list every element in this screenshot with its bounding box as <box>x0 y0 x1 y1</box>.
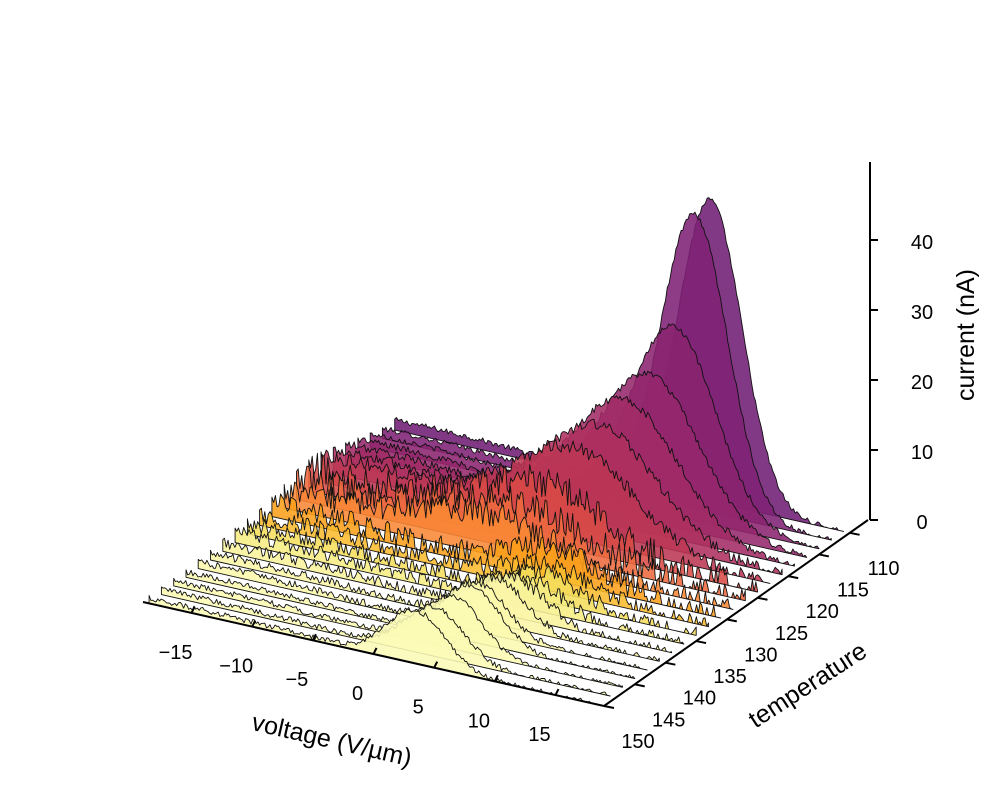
temperature-tick-label: 110 <box>868 558 900 580</box>
current-tick-label: 20 <box>911 372 933 394</box>
current-tick-label: 0 <box>916 512 927 534</box>
temperature-tick-label: 115 <box>837 579 869 601</box>
voltage-tick-mark <box>190 606 196 614</box>
voltage-axis-label: voltage (V/µm) <box>249 708 414 772</box>
temperature-tick-label: 130 <box>744 644 777 666</box>
voltage-tick-label: −10 <box>219 656 253 678</box>
voltage-tick-mark <box>433 661 439 669</box>
temperature-tick-mark <box>849 531 860 536</box>
temperature-tick-mark <box>726 618 737 623</box>
voltage-tick-label: −5 <box>285 669 308 691</box>
voltage-tick-label: 15 <box>528 724 550 746</box>
temperature-tick-label: 140 <box>683 688 716 710</box>
current-tick-label: 30 <box>911 302 933 324</box>
voltage-tick-label: 5 <box>413 697 424 719</box>
temperature-tick-label: 125 <box>775 623 808 645</box>
temperature-tick-label: 120 <box>806 601 839 623</box>
temperature-tick-mark <box>788 575 799 580</box>
voltage-axis-line <box>142 601 605 707</box>
voltage-tick-mark <box>554 688 560 696</box>
current-tick-label: 40 <box>911 232 933 254</box>
temperature-tick-mark <box>695 640 707 645</box>
temperature-tick-label: 150 <box>621 731 654 753</box>
temperature-axis-line <box>603 519 869 707</box>
current-axis: 0 10 20 30 40 current (nA) <box>869 162 980 534</box>
voltage-tick-mark <box>493 674 499 682</box>
ridge-series-132 <box>259 507 709 628</box>
voltage-tick-label: −15 <box>159 642 193 664</box>
voltage-tick-label: 10 <box>468 710 490 732</box>
temperature-tick-mark <box>634 683 645 688</box>
voltage-tick-label: 0 <box>352 683 363 705</box>
voltage-tick-mark <box>311 633 317 641</box>
ridge-series-130 <box>271 493 722 619</box>
current-axis-label: current (nA) <box>952 269 980 401</box>
temperature-tick-mark <box>603 705 615 709</box>
voltage-tick-mark <box>372 647 378 655</box>
temperature-tick-mark <box>818 553 830 558</box>
ridges-layer <box>148 197 844 706</box>
temperature-tick-label: 145 <box>652 709 685 731</box>
ridge-series-128 <box>283 481 734 610</box>
current-tick-label: 10 <box>911 442 933 464</box>
temperature-tick-mark <box>757 596 768 601</box>
voltage-tick-mark <box>251 620 257 627</box>
temperature-tick-label: 135 <box>713 666 746 688</box>
temperature-tick-mark <box>665 661 676 666</box>
ridge-series-150 <box>148 595 599 706</box>
